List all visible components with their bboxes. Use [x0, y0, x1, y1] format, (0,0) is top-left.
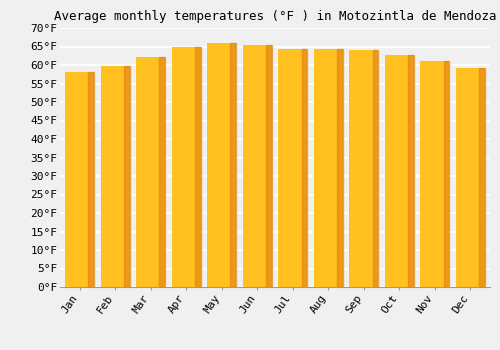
Bar [408, 55, 414, 287]
Bar [278, 49, 308, 287]
Bar [350, 50, 378, 287]
Bar [456, 68, 485, 287]
Bar [100, 66, 130, 287]
Bar [195, 47, 200, 287]
Bar [385, 55, 414, 287]
Bar [207, 43, 236, 287]
Bar [136, 57, 165, 287]
Bar [88, 72, 94, 287]
Bar [230, 43, 236, 287]
Bar [337, 49, 343, 287]
Bar [372, 50, 378, 287]
Bar [242, 45, 272, 287]
Bar [479, 68, 485, 287]
Bar [420, 61, 450, 287]
Title: Average monthly temperatures (°F ) in Motozintla de Mendoza: Average monthly temperatures (°F ) in Mo… [54, 10, 496, 23]
Bar [160, 57, 165, 287]
Bar [65, 72, 94, 287]
Bar [302, 49, 308, 287]
Bar [314, 49, 343, 287]
Bar [124, 66, 130, 287]
Bar [172, 47, 200, 287]
Bar [266, 45, 272, 287]
Bar [444, 61, 450, 287]
